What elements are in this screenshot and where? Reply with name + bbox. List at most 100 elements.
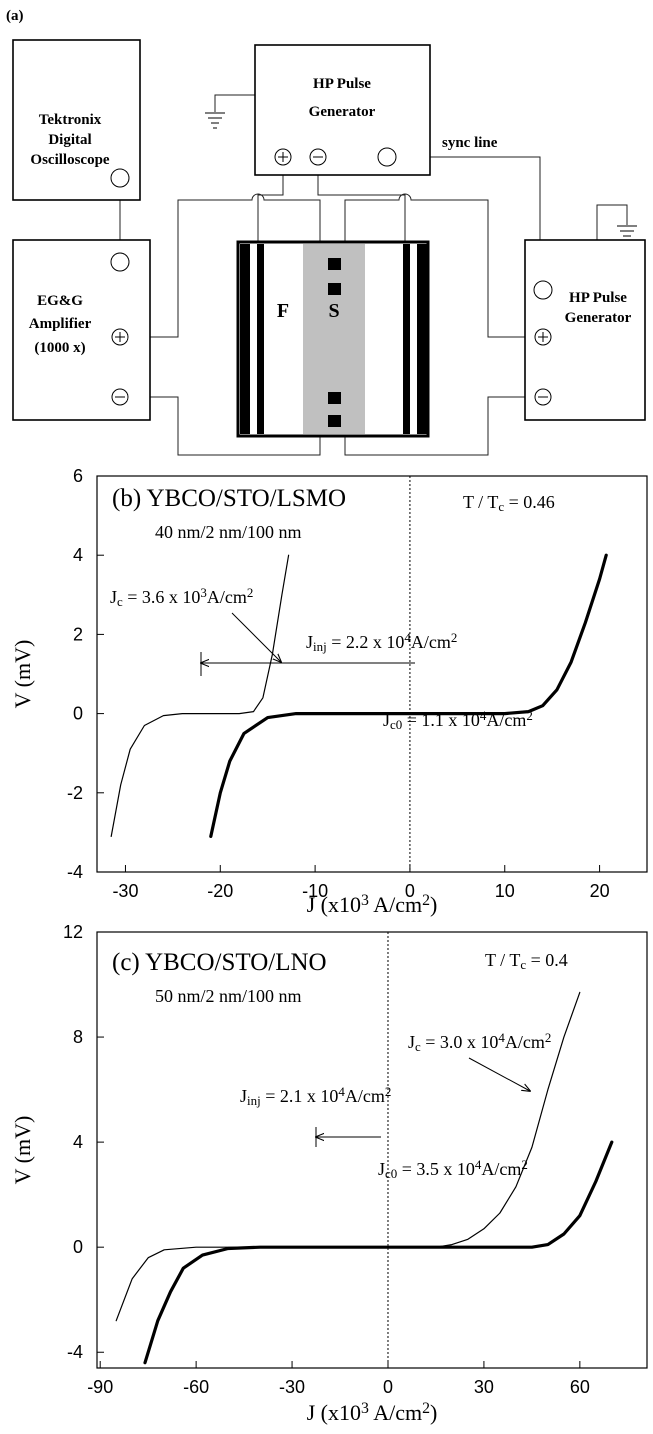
data-line [110, 554, 290, 837]
annotation-arrow [468, 1057, 530, 1091]
annotation-part: = 3.5 x 10 [397, 1159, 475, 1179]
y-tick-label: 4 [73, 1132, 83, 1152]
annotation-part: A/cm [486, 710, 526, 730]
annotation-part: = 0.46 [504, 492, 555, 512]
annotation-part: T / T [485, 950, 520, 970]
annotation-part: = 1.1 x 10 [402, 710, 480, 730]
x-tick-label: -90 [87, 1377, 113, 1397]
annotation-part: c0 [385, 1166, 397, 1181]
x-axis-label-part: A/cm [369, 892, 422, 917]
annotation-arrow [231, 612, 281, 662]
x-tick-label: 0 [383, 1377, 393, 1397]
y-tick-label: -4 [67, 862, 83, 882]
x-axis-label-part: 2 [422, 1400, 430, 1417]
x-tick-label: 60 [570, 1377, 590, 1397]
y-tick-label: 2 [73, 624, 83, 644]
annotation-part: A/cm [505, 1032, 545, 1052]
annotation: Jinj = 2.2 x 104A/cm2 [306, 630, 457, 654]
annotation: Jc0 = 3.5 x 104A/cm2 [378, 1157, 528, 1181]
x-axis-label-part: 3 [361, 1400, 369, 1417]
annotation-part: c0 [390, 717, 402, 732]
x-axis-label: J (x103 A/cm2) [307, 892, 438, 917]
panel-label: (a) [6, 8, 24, 24]
annotation-part: 2 [521, 1157, 527, 1172]
x-tick-label: 20 [590, 881, 610, 901]
pulse-generator-label: HP Pulse [313, 76, 371, 92]
x-axis-label-part: ) [430, 1400, 437, 1425]
y-axis-label: V (mV) [10, 1116, 35, 1185]
annotation-part: c [498, 499, 504, 514]
y-tick-label: 0 [73, 1237, 83, 1257]
annotation-part: 2 [526, 708, 532, 723]
plot-frame [96, 931, 648, 1369]
pulse-generator-label: Generator [309, 104, 376, 120]
y-axis-label: V (mV) [10, 640, 35, 709]
pulse-generator-label: HP Pulse [569, 290, 627, 306]
annotation-part: = 3.0 x 10 [421, 1032, 499, 1052]
annotation-part: A/cm [411, 632, 451, 652]
x-tick-label: -30 [112, 881, 138, 901]
setup-diagram: (a) Tektronix Digital Oscilloscope HP Pu… [6, 8, 646, 456]
y-tick-label: 6 [73, 466, 83, 486]
amplifier-label: Amplifier [29, 316, 92, 332]
annotation-part: c [117, 594, 123, 609]
chart-subtitle: 40 nm/2 nm/100 nm [155, 522, 302, 542]
x-axis-label-part: 3 [361, 892, 369, 909]
x-tick-label: -10 [302, 881, 328, 901]
annotation-part: J [110, 587, 117, 607]
annotation-part: 3 [200, 585, 206, 600]
annotation-part: J [408, 1032, 415, 1052]
annotation-part: J [306, 632, 313, 652]
y-tick-label: 8 [73, 1027, 83, 1047]
oscilloscope-label: Digital [48, 132, 91, 148]
terminals [110, 147, 553, 406]
chart-title: (b) YBCO/STO/LSMO [112, 485, 346, 512]
x-tick-label: 10 [495, 881, 515, 901]
y-tick-label: 12 [63, 922, 83, 942]
annotation-part: J [383, 710, 390, 730]
x-tick-label: -60 [183, 1377, 209, 1397]
annotation-part: = 2.2 x 10 [327, 632, 405, 652]
pulse-generator-label: Generator [565, 310, 632, 326]
layer-label: S [328, 300, 339, 322]
annotation-part: 4 [338, 1084, 345, 1099]
annotation-part: 4 [475, 1157, 482, 1172]
amplifier-label: (1000 x) [34, 340, 85, 356]
annotation-part: 2 [545, 1030, 551, 1045]
annotation: Jc = 3.0 x 104A/cm2 [408, 1030, 551, 1054]
x-tick-label: 0 [405, 881, 415, 901]
annotation: Jinj = 2.1 x 104A/cm2 [240, 1084, 391, 1108]
oscilloscope-label: Tektronix [39, 112, 102, 128]
annotation-part: 2 [451, 630, 457, 645]
data-line [209, 553, 608, 838]
y-tick-label: -2 [67, 783, 83, 803]
amplifier-label: EG&G [37, 293, 83, 309]
annotation-part: c [415, 1039, 421, 1054]
annotation-part: J [378, 1159, 385, 1179]
x-tick-label: -20 [207, 881, 233, 901]
amplifier-box [12, 239, 151, 421]
annotation-part: 4 [480, 708, 487, 723]
data-line [115, 991, 581, 1322]
layer-label: F [277, 300, 289, 322]
annotation: Jc = 3.6 x 103A/cm2 [110, 585, 253, 609]
annotation-part: = 2.1 x 10 [261, 1086, 339, 1106]
annotation-part: 4 [498, 1030, 505, 1045]
annotation-part: 2 [247, 585, 253, 600]
x-axis-label-part: 2 [422, 892, 430, 909]
annotation-part: J [240, 1086, 247, 1106]
annotation: T / Tc = 0.4 [485, 950, 568, 972]
oscilloscope-label: Oscilloscope [30, 152, 110, 168]
x-axis-label-part: J (x10 [307, 1400, 361, 1425]
x-tick-label: -30 [279, 1377, 305, 1397]
annotation-part: 2 [385, 1084, 391, 1099]
annotation-part: c [520, 957, 526, 972]
x-axis-label-part: ) [430, 892, 437, 917]
y-tick-label: 4 [73, 545, 83, 565]
x-axis-label-part: J (x10 [307, 892, 361, 917]
annotation-part: inj [247, 1093, 261, 1108]
annotation-part: 4 [404, 630, 411, 645]
chart-title: (c) YBCO/STO/LNO [112, 949, 327, 976]
annotation-part: A/cm [345, 1086, 385, 1106]
